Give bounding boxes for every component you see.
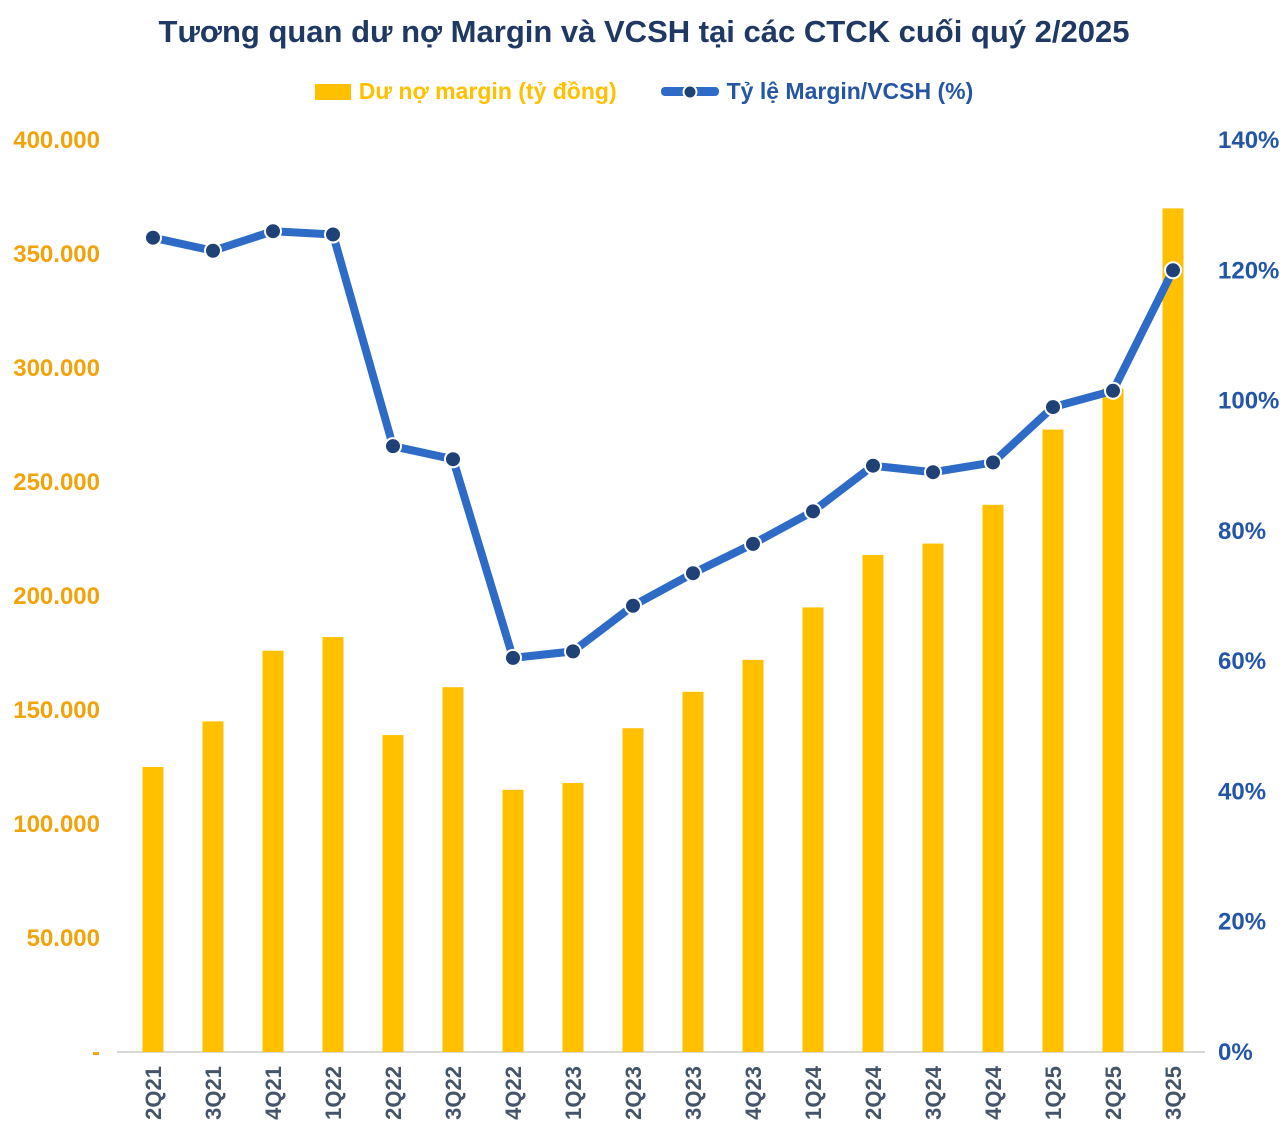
legend: Dư nợ margin (tỷ đồng) Tỷ lệ Margin/VCSH… — [0, 78, 1288, 105]
right-axis-tick-label: 0% — [1218, 1039, 1253, 1066]
x-axis-label-2Q24: 2Q24 — [861, 1065, 886, 1120]
bar-3Q25 — [1162, 208, 1184, 1052]
bar-2Q25 — [1102, 388, 1124, 1052]
x-axis-label-3Q22: 3Q22 — [441, 1066, 466, 1120]
right-axis-tick-label: 100% — [1218, 388, 1279, 415]
legend-line-marker-icon — [682, 84, 698, 99]
line-point-1Q23 — [564, 642, 582, 661]
right-axis-tick-label: 140% — [1218, 127, 1279, 154]
x-axis-label-1Q24: 1Q24 — [801, 1065, 826, 1120]
bar-3Q21 — [202, 721, 224, 1052]
x-axis-label-4Q22: 4Q22 — [501, 1066, 526, 1120]
bar-1Q22 — [322, 637, 344, 1052]
legend-bar-label: Dư nợ margin (tỷ đồng) — [358, 78, 617, 104]
line-point-1Q25 — [1044, 398, 1062, 417]
left-axis-tick-label: 400.000 — [13, 127, 100, 154]
bar-1Q24 — [802, 607, 824, 1052]
line-point-4Q22 — [504, 648, 522, 667]
x-axis-label-3Q21: 3Q21 — [201, 1066, 226, 1120]
bar-3Q22 — [442, 687, 464, 1052]
left-axis-tick-label: 50.000 — [27, 925, 100, 952]
legend-line-swatch-icon — [660, 84, 719, 99]
bar-3Q24 — [922, 543, 944, 1052]
bar-3Q23 — [682, 691, 704, 1052]
line-point-3Q23 — [684, 564, 702, 583]
left-axis-tick-label: 300.000 — [13, 355, 100, 382]
x-axis-label-2Q21: 2Q21 — [141, 1066, 166, 1120]
chart-title: Tương quan dư nợ Margin và VCSH tại các … — [158, 14, 1130, 49]
right-axis-tick-label: 80% — [1218, 518, 1266, 545]
bar-4Q21 — [262, 650, 284, 1052]
line-point-4Q24 — [984, 453, 1002, 472]
x-axis-label-2Q23: 2Q23 — [621, 1066, 646, 1120]
x-axis-label-3Q24: 3Q24 — [921, 1065, 946, 1120]
line-point-3Q22 — [444, 450, 462, 469]
left-axis-tick-label: 200.000 — [13, 583, 100, 610]
bar-4Q24 — [982, 504, 1004, 1052]
right-axis-tick-label: 120% — [1218, 257, 1279, 284]
bar-4Q22 — [502, 789, 524, 1052]
bar-4Q23 — [742, 659, 764, 1052]
x-axis-label-4Q24: 4Q24 — [981, 1065, 1006, 1120]
x-axis-label-1Q25: 1Q25 — [1041, 1066, 1066, 1120]
left-axis-tick-label: 100.000 — [13, 811, 100, 838]
line-point-1Q22 — [324, 225, 342, 244]
line-point-3Q21 — [204, 241, 222, 260]
right-axis-tick-label: 20% — [1218, 909, 1266, 936]
x-axis-label-2Q22: 2Q22 — [381, 1066, 406, 1120]
x-axis-label-3Q25: 3Q25 — [1161, 1066, 1186, 1120]
line-point-3Q25 — [1164, 261, 1182, 280]
left-axis-tick-label: - — [92, 1039, 100, 1066]
line-point-3Q24 — [924, 463, 942, 482]
line-point-2Q25 — [1104, 381, 1122, 400]
bar-2Q24 — [862, 554, 884, 1052]
legend-line-label: Tỷ lệ Margin/VCSH (%) — [726, 78, 974, 104]
line-point-1Q24 — [804, 502, 822, 521]
bar-1Q25 — [1042, 429, 1064, 1052]
left-axis-tick-label: 250.000 — [13, 469, 100, 496]
x-axis-label-3Q23: 3Q23 — [681, 1066, 706, 1120]
line-point-2Q23 — [624, 596, 642, 615]
bar-2Q23 — [622, 728, 644, 1052]
line-point-2Q21 — [144, 228, 162, 247]
x-axis-label-4Q21: 4Q21 — [261, 1066, 286, 1120]
bar-2Q22 — [382, 735, 404, 1052]
right-axis-tick-label: 40% — [1218, 778, 1266, 805]
legend-item-ratio-line: Tỷ lệ Margin/VCSH (%) — [660, 78, 974, 105]
left-axis-tick-label: 150.000 — [13, 697, 100, 724]
ratio-line — [149, 227, 1177, 662]
x-axis-label-1Q23: 1Q23 — [561, 1066, 586, 1120]
bar-2Q21 — [142, 767, 164, 1052]
line-point-4Q23 — [744, 534, 762, 553]
legend-bar-swatch-icon — [314, 83, 351, 100]
line-point-2Q22 — [384, 437, 402, 456]
x-axis-label-2Q25: 2Q25 — [1101, 1066, 1126, 1120]
line-point-2Q24 — [864, 456, 882, 475]
x-axis-label-4Q23: 4Q23 — [741, 1066, 766, 1120]
right-axis-tick-label: 60% — [1218, 648, 1266, 675]
x-axis-label-1Q22: 1Q22 — [321, 1066, 346, 1120]
bar-1Q23 — [562, 782, 584, 1052]
legend-item-margin-bars: Dư nợ margin (tỷ đồng) — [314, 78, 617, 105]
left-axis-tick-label: 350.000 — [13, 241, 100, 268]
line-point-4Q21 — [264, 222, 282, 241]
